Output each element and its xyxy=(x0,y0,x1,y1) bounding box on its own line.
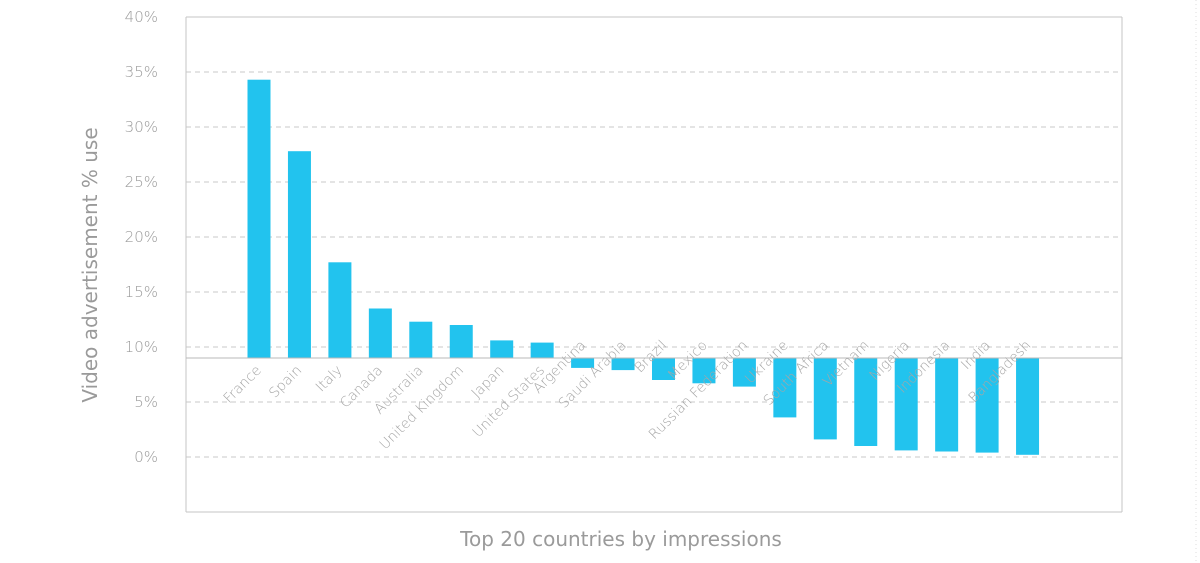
bar xyxy=(571,358,595,368)
y-tick-label: 25% xyxy=(125,173,158,191)
plot-frame xyxy=(185,0,1197,563)
bar xyxy=(530,342,554,358)
bar xyxy=(692,358,716,384)
x-axis-title: Top 20 countries by impressions xyxy=(459,527,782,551)
bar xyxy=(328,262,352,358)
bar xyxy=(490,340,514,358)
y-tick-label: 15% xyxy=(125,283,158,301)
category-label: United States xyxy=(470,363,548,441)
category-label: France xyxy=(221,363,265,407)
category-label: Italy xyxy=(313,363,346,396)
y-tick-label: 10% xyxy=(125,338,158,356)
bar xyxy=(247,79,271,358)
bar xyxy=(975,358,999,453)
category-label: Spain xyxy=(266,363,305,402)
bar xyxy=(611,358,635,371)
bar xyxy=(652,358,675,380)
y-tick-label: 40% xyxy=(125,8,158,26)
y-tick-label: 0% xyxy=(134,448,158,466)
bar xyxy=(773,358,797,418)
y-axis-ticks: 0% 5% 10% 15% 20% 25% 30% 35% 40% xyxy=(125,8,158,466)
y-axis-title: Video advertisement % use xyxy=(78,127,102,402)
bar xyxy=(449,325,473,358)
bar xyxy=(894,358,918,451)
y-tick-label: 20% xyxy=(125,228,158,246)
bar xyxy=(854,358,878,446)
category-label: Japan xyxy=(469,363,508,402)
bar xyxy=(732,358,756,387)
y-tick-label: 30% xyxy=(125,118,158,136)
bar xyxy=(813,358,837,440)
bars xyxy=(247,79,1040,455)
bar xyxy=(935,358,959,452)
bar xyxy=(1016,358,1040,455)
y-tick-label: 5% xyxy=(134,393,158,411)
bar xyxy=(409,321,433,358)
bar xyxy=(368,308,392,358)
bar xyxy=(287,151,311,358)
y-tick-label: 35% xyxy=(125,63,158,81)
